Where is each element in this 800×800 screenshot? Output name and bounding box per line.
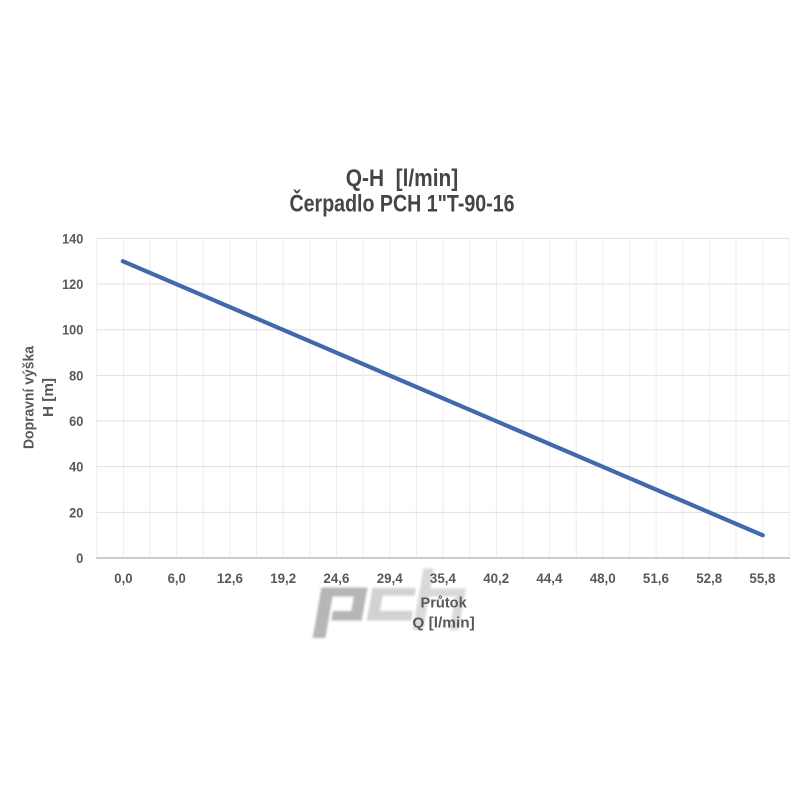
svg-text:Q [l/min]: Q [l/min] xyxy=(412,615,474,632)
svg-text:52,8: 52,8 xyxy=(696,570,722,586)
svg-text:24,6: 24,6 xyxy=(323,570,349,586)
svg-text:29,4: 29,4 xyxy=(377,570,403,586)
svg-text:51,6: 51,6 xyxy=(643,570,669,586)
svg-text:48,0: 48,0 xyxy=(590,570,616,586)
svg-text:44,4: 44,4 xyxy=(536,570,562,586)
svg-text:Průtok: Průtok xyxy=(421,595,468,612)
svg-text:100: 100 xyxy=(62,322,83,338)
svg-text:40: 40 xyxy=(69,459,83,475)
svg-text:6,0: 6,0 xyxy=(168,570,186,586)
svg-text:Q-H [l/min]: Q-H [l/min] xyxy=(346,165,459,192)
svg-text:0,0: 0,0 xyxy=(114,570,132,586)
svg-text:Dopravní výška: Dopravní výška xyxy=(21,345,38,449)
svg-text:40,2: 40,2 xyxy=(483,570,509,586)
svg-text:35,4: 35,4 xyxy=(430,570,456,586)
svg-text:20: 20 xyxy=(69,504,83,520)
svg-text:19,2: 19,2 xyxy=(270,570,296,586)
svg-text:60: 60 xyxy=(69,413,83,429)
svg-text:12,6: 12,6 xyxy=(217,570,243,586)
svg-text:H [m]: H [m] xyxy=(40,378,57,417)
svg-text:55,8: 55,8 xyxy=(749,570,775,586)
svg-text:120: 120 xyxy=(62,276,83,292)
svg-text:0: 0 xyxy=(76,550,83,566)
svg-text:Čerpadlo PCH 1"T-90-16: Čerpadlo PCH 1"T-90-16 xyxy=(290,190,515,218)
svg-text:80: 80 xyxy=(69,367,83,383)
svg-text:140: 140 xyxy=(62,230,83,246)
